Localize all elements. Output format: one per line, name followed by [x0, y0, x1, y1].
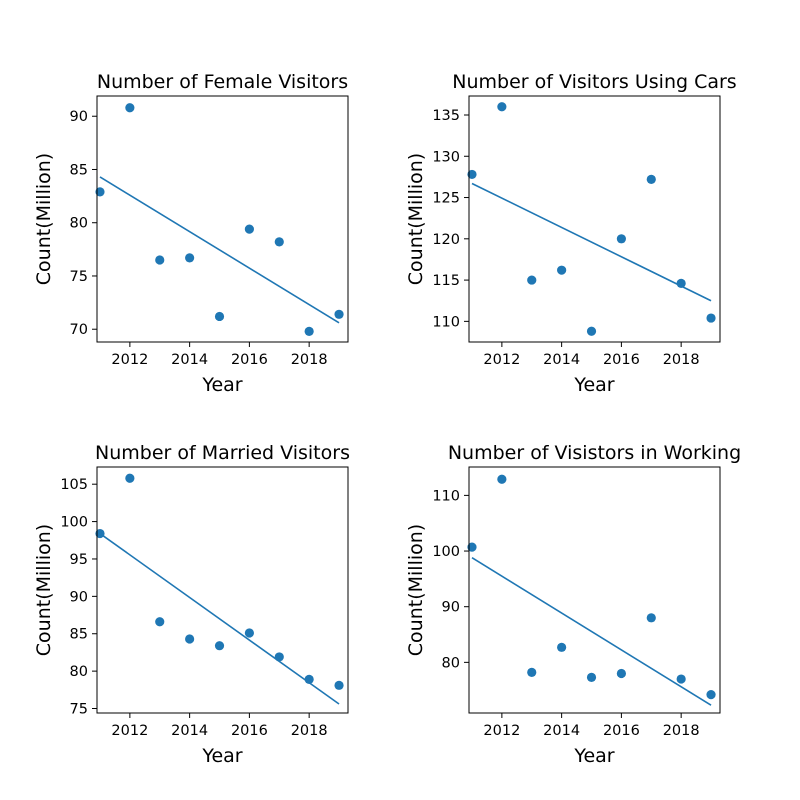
x-tick-label: 2012 [111, 723, 148, 739]
y-tick-label: 85 [70, 627, 88, 643]
data-point [497, 474, 507, 484]
data-point [304, 326, 314, 336]
data-point [586, 672, 597, 682]
chart-title: Number of Female Visitors [97, 71, 348, 93]
data-point [557, 265, 567, 275]
x-tick-label: 2016 [231, 352, 268, 368]
axes-frame [468, 466, 721, 714]
x-axis-label: Year [201, 745, 242, 767]
chart-panel-2: Number of Visitors Using Cars 2012 2014 201… [405, 71, 737, 396]
data-point [616, 234, 626, 244]
data-point [214, 641, 225, 651]
data-point [586, 326, 597, 336]
y-tick-label: 90 [70, 109, 88, 125]
trend-line [99, 532, 340, 705]
data-point [185, 253, 195, 263]
chart-panel-1: Number of Female Visitors 2012 2014 2016 201… [33, 71, 349, 396]
y-tick-label: 80 [442, 655, 460, 671]
x-tick-label: 2016 [603, 723, 640, 739]
y-tick-label: 90 [442, 600, 460, 616]
x-tick-label: 2012 [483, 723, 520, 739]
x-tick-label: 2012 [483, 352, 520, 368]
y-tick-label: 105 [60, 477, 88, 493]
data-point [274, 652, 284, 662]
x-tick-label: 2014 [543, 723, 580, 739]
x-axis-label: Year [201, 374, 242, 396]
data-point [706, 690, 716, 700]
x-tick-label: 2018 [291, 723, 328, 739]
data-point [214, 311, 225, 322]
x-tick-label: 2018 [663, 352, 700, 368]
y-axis-label: Count(Million) [405, 153, 427, 285]
y-tick-label: 120 [432, 232, 460, 248]
data-point [244, 628, 254, 638]
chart-panel-3: Number of Married Visitors 2012 2014 2016 20… [33, 442, 350, 767]
data-point [646, 174, 656, 184]
data-point [497, 102, 507, 112]
x-tick-label: 2018 [663, 723, 700, 739]
y-tick-label: 80 [70, 216, 88, 232]
data-point [527, 275, 537, 285]
data-point [125, 103, 135, 113]
y-tick-label: 70 [70, 322, 88, 338]
axes-frame [96, 466, 349, 714]
x-tick-label: 2016 [231, 723, 268, 739]
data-point [557, 642, 567, 652]
x-tick-label: 2014 [543, 352, 580, 368]
x-tick-label: 2018 [291, 352, 328, 368]
x-tick-label: 2016 [603, 352, 640, 368]
x-tick-label: 2012 [111, 352, 148, 368]
data-point [527, 667, 537, 677]
y-tick-label: 80 [70, 664, 88, 680]
data-point [244, 224, 254, 234]
data-point [646, 613, 656, 623]
y-tick-label: 130 [432, 149, 460, 165]
y-tick-label: 85 [70, 162, 88, 178]
y-tick-label: 110 [432, 314, 460, 330]
y-tick-label: 135 [432, 108, 460, 124]
y-tick-label: 115 [432, 273, 460, 289]
y-axis-label: Count(Million) [33, 153, 55, 285]
trend-line [99, 176, 340, 324]
y-tick-label: 95 [70, 552, 88, 568]
data-point [304, 674, 314, 684]
data-point [125, 473, 135, 483]
chart-title: Number of Visitors Using Cars [452, 71, 736, 93]
x-tick-label: 2014 [171, 723, 208, 739]
chart-panel-4: Number of Visistors in Working 2012 2014 20… [405, 442, 741, 767]
data-point [676, 278, 686, 288]
data-point [334, 309, 344, 319]
data-point [467, 542, 477, 552]
data-point [155, 617, 165, 627]
x-axis-label: Year [573, 374, 614, 396]
y-tick-label: 125 [432, 191, 460, 207]
y-axis-label: Count(Million) [33, 524, 55, 656]
x-tick-label: 2014 [171, 352, 208, 368]
data-point [334, 680, 344, 690]
axes-frame [468, 95, 721, 343]
trend-line [471, 182, 712, 302]
chart-title: Number of Visistors in Working [448, 442, 741, 464]
data-point [706, 313, 716, 323]
data-point [467, 169, 477, 180]
y-tick-label: 75 [70, 702, 88, 718]
data-point [274, 237, 284, 247]
y-axis-label: Count(Million) [405, 524, 427, 656]
trend-line [471, 557, 712, 706]
y-tick-label: 90 [70, 589, 88, 605]
data-point [95, 528, 105, 539]
y-tick-label: 110 [432, 488, 460, 504]
data-point [155, 255, 165, 265]
data-point [616, 668, 626, 679]
axes-frame [96, 95, 349, 343]
y-tick-label: 100 [432, 544, 460, 560]
data-point [95, 187, 105, 197]
y-tick-label: 100 [60, 515, 88, 531]
chart-title: Number of Married Visitors [95, 442, 350, 464]
data-point [185, 634, 195, 644]
data-point [676, 674, 686, 684]
x-axis-label: Year [573, 745, 614, 767]
y-tick-label: 75 [70, 269, 88, 285]
